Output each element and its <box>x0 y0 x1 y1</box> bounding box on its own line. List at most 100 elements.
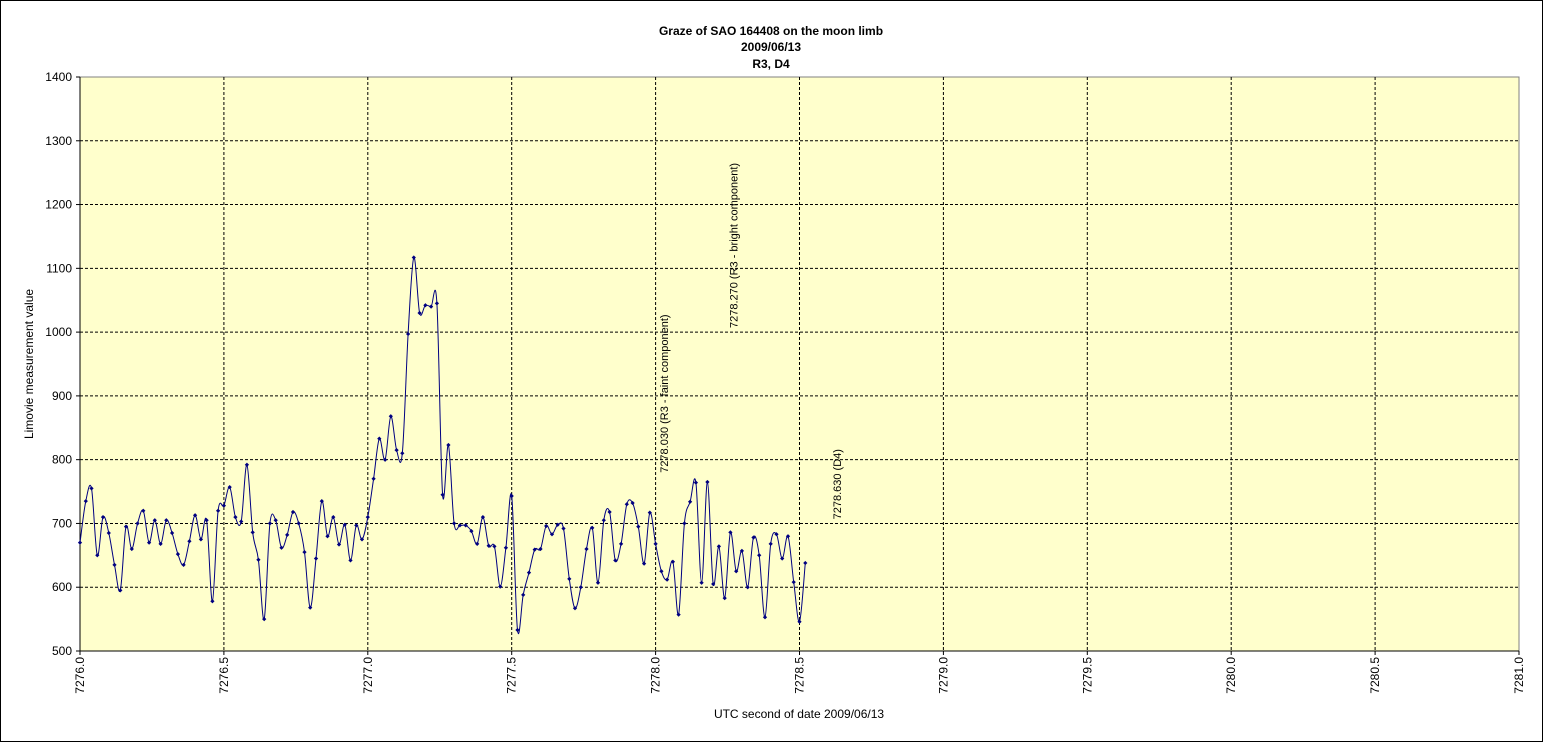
x-tick-label: 7276.0 <box>73 657 87 694</box>
y-tick-label: 1000 <box>45 325 72 339</box>
data-point <box>699 580 704 585</box>
data-point <box>400 451 405 456</box>
data-point <box>670 559 676 564</box>
data-point <box>711 581 716 587</box>
y-tick-label: 1400 <box>45 70 72 84</box>
chart-title-line-1: Graze of SAO 164408 on the moon limb <box>659 24 883 38</box>
data-point <box>187 539 192 544</box>
data-point <box>227 484 232 490</box>
data-point <box>215 508 221 513</box>
data-point <box>486 543 491 548</box>
y-tick-label: 600 <box>52 580 72 594</box>
data-point <box>434 301 440 306</box>
data-point <box>405 331 411 337</box>
data-point <box>544 523 549 529</box>
data-point <box>774 532 779 537</box>
grid-lines <box>80 77 1519 651</box>
data-point <box>803 560 808 566</box>
data-point <box>423 303 428 308</box>
x-tick-label: 7280.5 <box>1368 657 1382 694</box>
data-point <box>141 508 146 513</box>
data-point <box>198 537 204 542</box>
data-point <box>613 558 618 563</box>
chart-title-line-2: 2009/06/13 <box>741 40 801 54</box>
data-point <box>503 545 509 550</box>
data-point <box>394 447 399 453</box>
data-point <box>664 577 670 582</box>
data-point <box>532 547 537 552</box>
data-point <box>498 584 503 589</box>
data-point <box>169 530 175 536</box>
y-tick-label: 500 <box>52 644 72 658</box>
y-tick-label: 1100 <box>46 261 72 275</box>
data-point <box>129 546 134 552</box>
data-point <box>549 532 555 537</box>
data-point <box>515 627 520 633</box>
data-point <box>279 545 284 550</box>
data-point <box>273 518 278 523</box>
data-point <box>365 514 370 520</box>
x-tick-label: 7279.0 <box>936 657 950 694</box>
data-point <box>250 530 255 535</box>
data-point <box>158 541 163 547</box>
x-tick-label: 7279.5 <box>1080 657 1094 694</box>
data-point <box>371 476 376 481</box>
data-point <box>342 522 347 527</box>
data-point <box>382 457 388 462</box>
data-point <box>463 523 468 528</box>
data-point <box>377 436 382 441</box>
data-point <box>590 525 595 531</box>
data-point <box>244 462 250 467</box>
data-point <box>693 480 699 485</box>
annotation-label: 7278.270 (R3 - bright component) <box>728 163 740 328</box>
y-axis-label: Limovie measurement value <box>22 289 36 439</box>
series-line <box>79 256 806 634</box>
data-point <box>210 599 215 604</box>
data-point <box>348 558 353 563</box>
data-point <box>584 546 589 552</box>
x-axis-label: UTC second of date 2009/06/13 <box>714 707 884 721</box>
data-point <box>135 521 140 526</box>
data-point <box>607 509 612 515</box>
data-point <box>164 518 169 523</box>
data-point <box>636 524 641 529</box>
annotations: 7278.030 (R3 - faint component) 7278.270 … <box>659 163 844 520</box>
data-point <box>181 562 186 568</box>
data-point <box>676 612 681 617</box>
data-point <box>175 551 181 557</box>
data-point <box>757 553 762 558</box>
data-point <box>762 615 768 620</box>
data-point <box>526 570 532 575</box>
data-point <box>475 541 480 547</box>
data-point <box>659 569 664 574</box>
data-point <box>653 541 658 547</box>
chart-title-line-3: R3, D4 <box>752 57 790 71</box>
data-point <box>492 544 497 549</box>
data-point <box>624 502 629 507</box>
data-point <box>256 557 261 562</box>
data-point <box>797 619 802 624</box>
data-point <box>262 616 267 622</box>
data-point <box>313 556 319 561</box>
data-point <box>457 523 463 528</box>
data-point <box>302 549 307 555</box>
data-point <box>359 537 365 542</box>
data-point <box>509 493 514 499</box>
data-point <box>630 500 635 506</box>
y-tick-label: 700 <box>52 516 72 530</box>
data-point <box>354 523 359 528</box>
data-point <box>561 526 566 531</box>
data-point <box>285 532 290 538</box>
x-tick-label: 7278.5 <box>793 657 807 694</box>
y-tick-label: 800 <box>52 453 72 467</box>
data-point <box>595 580 601 585</box>
x-axis-ticks: 7276.0 7276.5 7277.0 7277.5 7278.0 7278.5 7279… <box>73 650 1526 694</box>
data-point <box>601 518 606 523</box>
data-point <box>417 310 422 316</box>
data-point <box>780 556 785 561</box>
data-point <box>716 544 722 549</box>
y-tick-label: 1200 <box>45 198 72 212</box>
data-point <box>768 541 773 547</box>
data-point <box>578 585 583 590</box>
data-point <box>319 498 324 504</box>
